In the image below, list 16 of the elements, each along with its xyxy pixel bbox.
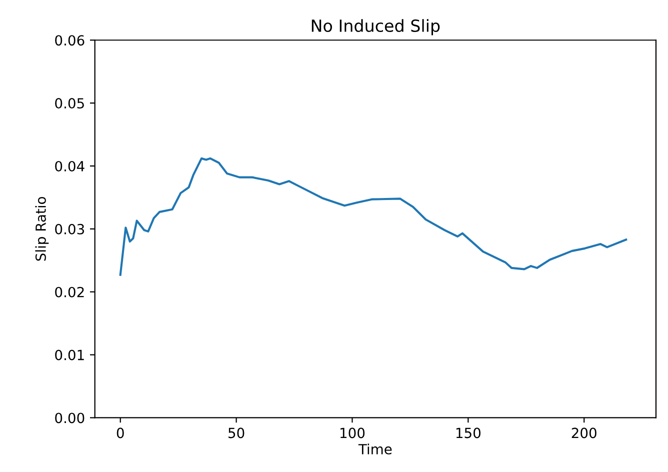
line-series [119, 157, 628, 276]
x-tick-label: 0 [116, 428, 124, 438]
x-tick-label: 200 [572, 428, 596, 438]
y-tick-label: 0.00 [55, 412, 84, 424]
x-tick-label: 50 [228, 428, 244, 438]
y-tick-label: 0.04 [55, 160, 84, 172]
y-tick-label: 0.06 [55, 35, 84, 46]
y-tick-label: 0.05 [55, 98, 84, 109]
y-tick-label: 0.02 [55, 286, 84, 298]
y-tick-label: 0.01 [55, 350, 84, 360]
x-tick-label: 150 [456, 428, 480, 438]
y-tick-label: 0.03 [55, 224, 84, 234]
x-axis-title: Time [358, 444, 392, 454]
chart-title: No Induced Slip [312, 19, 440, 36]
x-tick-label: 100 [340, 428, 365, 438]
y-axis-title: Slip Ratio [35, 196, 49, 261]
